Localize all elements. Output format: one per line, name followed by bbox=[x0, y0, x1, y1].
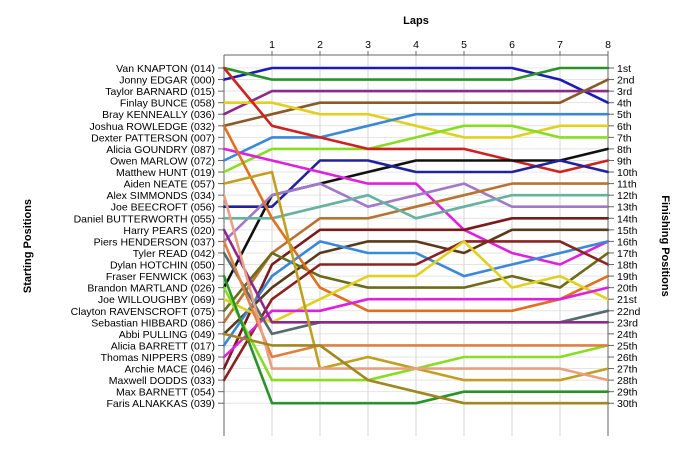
driver-line-14 bbox=[222, 193, 610, 220]
lap-tick-label: 8 bbox=[605, 39, 611, 51]
start-position-label: Maxwell DODDS (033) bbox=[109, 375, 215, 387]
start-position-label: Tyler READ (042) bbox=[133, 248, 215, 260]
driver-line-11 bbox=[222, 147, 610, 266]
finish-position-label: 28th bbox=[617, 375, 638, 387]
finish-position-label: 16th bbox=[617, 236, 638, 248]
finish-position-label: 29th bbox=[617, 387, 638, 399]
start-position-label: Alicia BARRETT (017) bbox=[111, 340, 215, 352]
start-position-label: Piers HENDERSON (037) bbox=[94, 236, 215, 248]
start-position-label: Daniel BUTTERWORTH (055) bbox=[74, 213, 215, 225]
driver-line-16 bbox=[222, 228, 610, 336]
driver-line-5 bbox=[222, 101, 610, 139]
start-position-label: Faris ALNAKKAS (039) bbox=[106, 398, 215, 410]
finish-position-label: 23rd bbox=[617, 317, 638, 329]
finish-position-label: 11th bbox=[617, 179, 637, 191]
driver-line-2 bbox=[222, 66, 610, 81]
start-position-label: Owen MARLOW (072) bbox=[110, 155, 215, 167]
driver-line-4 bbox=[222, 78, 610, 128]
start-position-label: Taylor BARNARD (015) bbox=[105, 86, 215, 98]
finish-position-label: 13th bbox=[617, 202, 638, 214]
finish-position-label: 5th bbox=[617, 109, 632, 121]
finish-position-label: 24th bbox=[617, 329, 638, 341]
lap-tick-label: 3 bbox=[365, 39, 371, 51]
lap-tick-label: 6 bbox=[509, 39, 515, 51]
finish-position-label: 17th bbox=[617, 248, 638, 260]
finish-position-label: 7th bbox=[617, 132, 632, 144]
start-position-label: Thomas NIPPERS (089) bbox=[101, 352, 215, 364]
start-position-label: Matthew HUNT (019) bbox=[116, 167, 215, 179]
finish-position-label: 22nd bbox=[617, 306, 641, 318]
finish-position-label: 8th bbox=[617, 144, 632, 156]
finish-position-label: 4th bbox=[617, 98, 632, 110]
finish-position-label: 14th bbox=[617, 213, 638, 225]
finish-position-label: 25th bbox=[617, 340, 638, 352]
finish-position-label: 26th bbox=[617, 352, 638, 364]
start-position-label: Bray KENNEALLY (036) bbox=[102, 109, 215, 121]
start-position-label: Fraser FENWICK (063) bbox=[106, 271, 215, 283]
start-position-label: Clayton RAVENSCROFT (075) bbox=[71, 306, 215, 318]
finish-position-label: 18th bbox=[617, 260, 638, 272]
start-position-label: Joe BEECROFT (056) bbox=[111, 202, 215, 214]
driver-line-15 bbox=[222, 217, 610, 370]
start-position-label: Joe WILLOUGHBY (069) bbox=[98, 294, 215, 306]
driver-line-21 bbox=[222, 240, 610, 324]
driver-line-1 bbox=[222, 66, 610, 104]
lap-tick-label: 4 bbox=[413, 39, 419, 51]
finish-position-label: 19th bbox=[617, 271, 638, 283]
driver-line-3 bbox=[222, 89, 610, 116]
start-position-label: Jonny EDGAR (000) bbox=[119, 75, 215, 87]
driver-line-27 bbox=[222, 240, 610, 359]
driver-line-17 bbox=[222, 251, 610, 313]
finish-position-label: 15th bbox=[617, 225, 638, 237]
start-position-label: Sebastian HIBBARD (086) bbox=[91, 317, 215, 329]
start-position-label: Archie MACE (046) bbox=[125, 364, 215, 376]
lap-tick-label: 7 bbox=[557, 39, 563, 51]
driver-line-12 bbox=[222, 182, 610, 243]
position-lines bbox=[222, 66, 610, 405]
driver-line-22 bbox=[222, 286, 610, 359]
start-position-label: Finlay BUNCE (058) bbox=[120, 98, 215, 110]
finish-position-label: 10th bbox=[617, 167, 638, 179]
driver-line-7 bbox=[222, 124, 610, 174]
lap-tick-label: 2 bbox=[317, 39, 323, 51]
axis-labels: Van KNAPTON (014)Jonny EDGAR (000)Taylor… bbox=[71, 39, 641, 410]
driver-line-30 bbox=[222, 332, 610, 405]
start-position-label: Max BARNETT (054) bbox=[116, 387, 215, 399]
start-position-label: Harry PEARS (020) bbox=[123, 225, 215, 237]
driver-line-8 bbox=[222, 66, 610, 174]
finish-position-label: 2nd bbox=[617, 75, 635, 87]
driver-line-24 bbox=[222, 228, 610, 324]
start-position-label: Aiden NEATE (057) bbox=[124, 179, 215, 191]
finish-position-label: 30th bbox=[617, 398, 638, 410]
start-position-label: Alicia GOUNDRY (087) bbox=[106, 144, 215, 156]
start-position-label: Van KNAPTON (014) bbox=[116, 63, 215, 75]
start-position-label: Alex SIMMONDS (034) bbox=[106, 190, 215, 202]
finish-position-label: 20th bbox=[617, 283, 638, 295]
lap-tick-label: 1 bbox=[269, 39, 275, 51]
driver-line-29 bbox=[222, 274, 610, 405]
finish-position-label: 21st bbox=[617, 294, 637, 306]
driver-line-28 bbox=[222, 193, 610, 382]
finish-position-label: 9th bbox=[617, 155, 632, 167]
driver-line-20 bbox=[222, 240, 610, 382]
right-axis-label: Finishing Positions bbox=[659, 195, 671, 296]
driver-line-6 bbox=[222, 112, 610, 162]
finish-position-label: 6th bbox=[617, 121, 632, 133]
lap-tick-label: 5 bbox=[461, 39, 467, 51]
start-position-label: Brandon MARTLAND (026) bbox=[87, 283, 215, 295]
finish-position-label: 3rd bbox=[617, 86, 632, 98]
finish-position-label: 12th bbox=[617, 190, 638, 202]
left-axis-label: Starting Positions bbox=[22, 199, 34, 293]
finish-position-label: 27th bbox=[617, 364, 638, 376]
start-position-label: Dylan HOTCHIN (050) bbox=[110, 260, 215, 272]
finish-position-label: 1st bbox=[617, 63, 631, 75]
chart-title: Laps bbox=[403, 15, 429, 27]
start-position-label: Joshua ROWLEDGE (032) bbox=[90, 121, 215, 133]
start-position-label: Abbi PULLING (049) bbox=[119, 329, 215, 341]
start-position-label: Dexter PATTERSON (007) bbox=[91, 132, 215, 144]
driver-line-19 bbox=[222, 240, 610, 347]
